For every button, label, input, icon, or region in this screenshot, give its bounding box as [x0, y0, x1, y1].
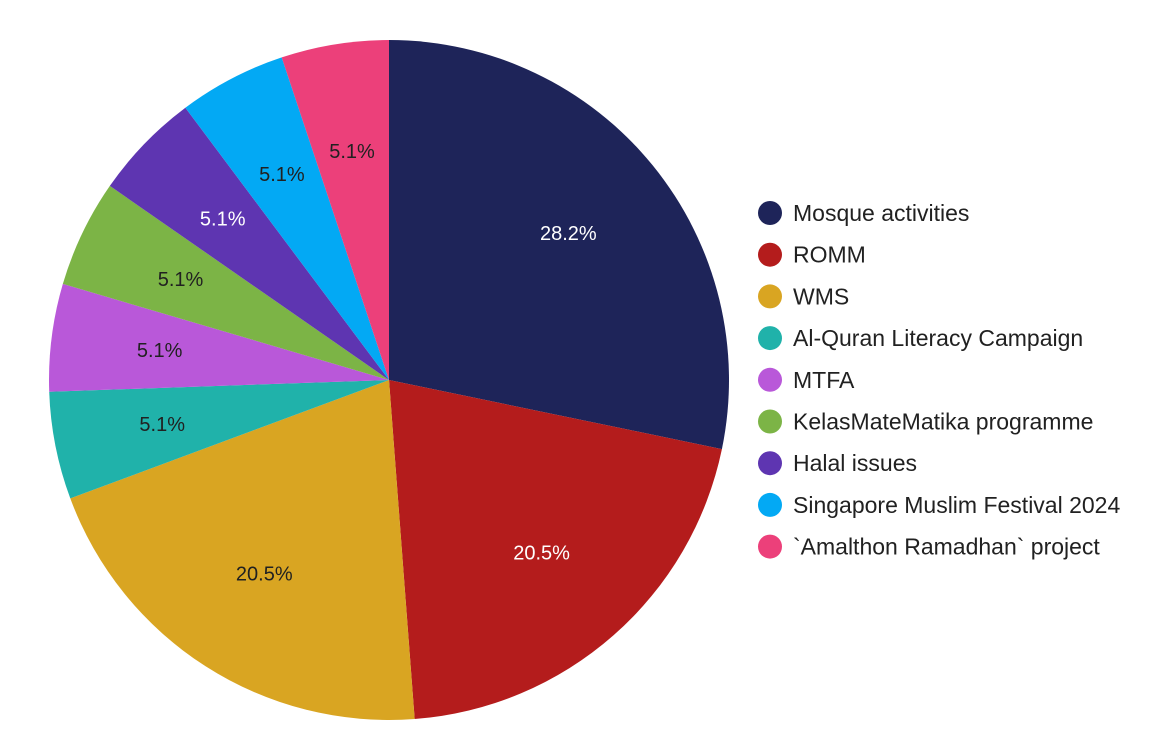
legend-label: Halal issues: [793, 450, 917, 476]
pie-slice-4: [48, 283, 389, 392]
pie-slice-6: [109, 107, 389, 380]
pie-slices: [48, 40, 729, 720]
legend-swatch: [758, 242, 782, 267]
legend-swatch: [758, 534, 782, 559]
legend-label: WMS: [793, 283, 849, 309]
legend-label: Mosque activities: [793, 200, 969, 226]
slice-value-label: 5.1%: [139, 414, 185, 436]
legend-label: KelasMateMatika programme: [793, 409, 1093, 435]
pie-slice-0: [389, 40, 729, 450]
legend-swatch: [758, 451, 782, 476]
legend-swatch: [758, 284, 782, 309]
slice-value-label: 28.2%: [540, 223, 597, 245]
pie-slice-1: [389, 380, 722, 720]
pie-slice-8: [281, 40, 389, 380]
slice-value-label: 5.1%: [137, 340, 183, 362]
pie-slice-7: [185, 57, 389, 380]
pie-slice-3: [49, 380, 390, 499]
legend-label: ROMM: [793, 242, 866, 268]
legend-label: Singapore Muslim Festival 2024: [793, 492, 1120, 518]
legend-swatch: [758, 201, 782, 225]
slice-value-label: 5.1%: [329, 141, 375, 163]
legend-label: Al-Quran Literacy Campaign: [793, 325, 1083, 351]
slice-value-label: 5.1%: [259, 164, 305, 186]
legend-label: MTFA: [793, 367, 855, 393]
legend-swatch: [758, 409, 782, 434]
legend-label: `Amalthon Ramadhan` project: [793, 534, 1100, 560]
legend: Mosque activities ROMM WMS Al-Quran Literac…: [758, 200, 1120, 560]
legend-swatch: [758, 326, 782, 351]
pie-slice-5: [62, 185, 390, 380]
slice-value-label: 20.5%: [513, 543, 570, 565]
slice-value-label: 5.1%: [158, 269, 204, 291]
slice-value-label: 20.5%: [236, 564, 293, 586]
slice-value-label: 5.1%: [200, 208, 246, 230]
slice-labels: 28.2% 20.5% 20.5% 5.1% 5.1% 5.1% 5.1% 5.1% 5.1%: [137, 141, 597, 586]
legend-swatch: [758, 367, 782, 392]
pie-slice-2: [70, 380, 415, 720]
legend-swatch: [758, 492, 782, 517]
